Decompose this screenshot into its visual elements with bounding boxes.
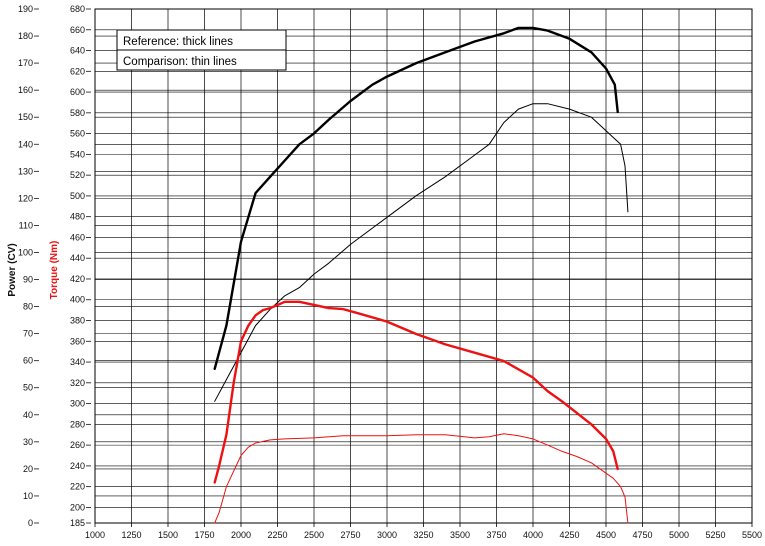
x-tick-label: 4250 — [559, 530, 579, 540]
torque-tick-label: 380 — [70, 316, 85, 326]
torque-tick-label: 320 — [70, 378, 85, 388]
power-tick-label: 110 — [19, 220, 33, 230]
x-tick-label: 5000 — [669, 530, 689, 540]
x-tick-label: 3750 — [486, 530, 506, 540]
power-tick-label: 150 — [18, 112, 33, 122]
torque-tick-label: 360 — [70, 336, 85, 346]
power-tick-label: 80 — [23, 302, 33, 312]
power-tick-label: 10 — [23, 491, 33, 501]
x-tick-label: 3500 — [450, 530, 470, 540]
power-tick-label: 160 — [18, 85, 33, 95]
power-axis-title: Power (CV) — [7, 243, 18, 296]
legend: Reference: thick lines Comparison: thin … — [116, 29, 287, 71]
power-tick-label: 170 — [18, 58, 33, 68]
x-tick-label: 5500 — [742, 530, 762, 540]
torque-axis-title: Torque (Nm) — [49, 241, 60, 300]
torque-tick-label: 640 — [70, 46, 85, 56]
torque-tick-label: 240 — [70, 461, 85, 471]
torque-tick-label: 560 — [70, 129, 85, 139]
torque-tick-label: 400 — [70, 295, 85, 305]
power-tick-label: 190 — [18, 4, 33, 14]
torque-tick-label: 340 — [70, 357, 85, 367]
x-tick-label: 1000 — [85, 530, 105, 540]
power-tick-label: 90 — [23, 275, 33, 285]
x-tick-label: 2500 — [304, 530, 324, 540]
torque-tick-label: 300 — [70, 399, 85, 409]
power-tick-label: 100 — [18, 247, 33, 257]
torque-tick-label: 500 — [70, 191, 85, 201]
torque-tick-label: 660 — [70, 25, 85, 35]
power-thick-line — [213, 26, 619, 370]
power-tick-label: 0 — [28, 518, 33, 528]
torque-tick-label: 620 — [70, 66, 85, 76]
power-tick-label: 180 — [18, 31, 33, 41]
ticks: 1000 1250 1500 1750 2000 2250 2500 2750 3000 3250… — [18, 4, 762, 540]
power-tick-label: 20 — [23, 464, 33, 474]
torque-tick-label: 520 — [70, 170, 85, 180]
series — [213, 26, 629, 524]
power-tick-label: 40 — [23, 410, 33, 420]
power-tick-label: 140 — [18, 139, 33, 149]
torque-tick-label: 460 — [70, 232, 85, 242]
x-tick-label: 4500 — [596, 530, 616, 540]
torque-tick-label: 200 — [70, 502, 85, 512]
power-tick-label: 70 — [23, 329, 33, 339]
power-tick-label: 60 — [23, 356, 33, 366]
torque-tick-label: 600 — [70, 87, 85, 97]
x-tick-label: 2250 — [267, 530, 287, 540]
torque-tick-label: 440 — [70, 253, 85, 263]
x-tick-label: 5250 — [705, 530, 725, 540]
torque-tick-label: 480 — [70, 212, 85, 222]
x-tick-label: 1250 — [121, 530, 141, 540]
torque-tick-label: 580 — [70, 108, 85, 118]
x-tick-label: 3250 — [413, 530, 433, 540]
power-tick-label: 130 — [18, 166, 33, 176]
x-tick-label: 4750 — [632, 530, 652, 540]
x-tick-label: 2000 — [231, 530, 251, 540]
power-tick-label: 120 — [18, 193, 33, 203]
torque-thin-line — [214, 433, 629, 524]
legend-entry-comparison: Comparison: thin lines — [123, 56, 237, 68]
power-tick-label: 30 — [23, 437, 33, 447]
x-tick-label: 3000 — [377, 530, 397, 540]
torque-tick-label: 420 — [70, 274, 85, 284]
x-tick-label: 2750 — [340, 530, 360, 540]
torque-tick-label: 185 — [70, 518, 85, 528]
grid — [95, 8, 753, 523]
torque-tick-label: 260 — [70, 440, 85, 450]
torque-thick-line — [213, 300, 619, 484]
legend-entry-reference: Reference: thick lines — [123, 36, 233, 48]
x-tick-label: 1750 — [194, 530, 214, 540]
x-tick-label: 1500 — [158, 530, 178, 540]
power-tick-label: 50 — [23, 383, 33, 393]
x-tick-label: 4000 — [523, 530, 543, 540]
torque-tick-label: 680 — [70, 4, 85, 14]
torque-tick-label: 220 — [70, 482, 85, 492]
torque-tick-label: 540 — [70, 149, 85, 159]
torque-tick-label: 280 — [70, 419, 85, 429]
